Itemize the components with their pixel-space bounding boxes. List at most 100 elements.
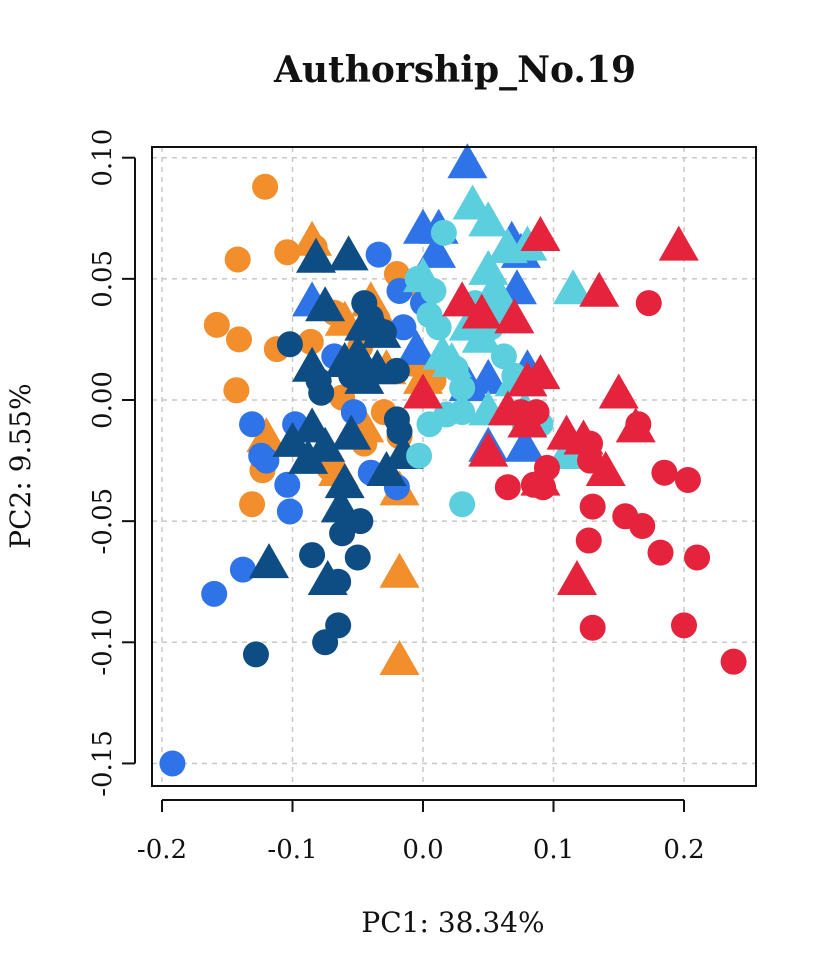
y-tick-label: 0.05 bbox=[88, 250, 118, 308]
x-tick-label: -0.2 bbox=[137, 835, 187, 865]
y-tick-label: 0.00 bbox=[88, 371, 118, 429]
data-point-circle bbox=[242, 641, 269, 668]
y-tick-label: -0.05 bbox=[88, 488, 118, 555]
data-point-triangle bbox=[337, 334, 378, 370]
data-point-circle bbox=[299, 542, 326, 569]
data-point-triangle bbox=[585, 450, 626, 486]
data-point-triangle bbox=[556, 560, 597, 596]
data-point-triangle bbox=[579, 271, 620, 307]
y-tick-label: 0.10 bbox=[88, 129, 118, 187]
data-point-circle bbox=[276, 498, 303, 525]
data-point-triangle bbox=[416, 232, 457, 268]
data-point-circle bbox=[223, 377, 250, 404]
data-point-triangle bbox=[403, 373, 443, 409]
data-point-triangle bbox=[249, 543, 290, 579]
data-point-triangle bbox=[344, 358, 385, 394]
data-point-triangle bbox=[468, 431, 509, 467]
data-point-triangle bbox=[487, 390, 528, 426]
data-point-circle bbox=[312, 629, 339, 656]
data-point-triangle bbox=[292, 346, 333, 382]
data-point-circle bbox=[365, 241, 392, 268]
data-point-circle bbox=[329, 520, 356, 547]
data-point-triangle bbox=[331, 414, 372, 450]
data-point-circle bbox=[720, 648, 747, 675]
chart-title: Authorship_No.19 bbox=[273, 49, 636, 91]
x-tick-label: 0.2 bbox=[663, 835, 704, 865]
plot-frame bbox=[151, 146, 757, 787]
data-point-circle bbox=[253, 447, 280, 474]
data-point-triangle bbox=[288, 438, 329, 474]
data-point-circle bbox=[274, 471, 301, 498]
data-point-triangle bbox=[507, 361, 548, 397]
data-point-triangle bbox=[246, 417, 287, 453]
data-point-circle bbox=[579, 493, 606, 520]
data-point-triangle bbox=[598, 373, 639, 409]
data-point-triangle bbox=[461, 293, 502, 329]
data-point-circle bbox=[159, 750, 186, 777]
data-point-circle bbox=[229, 556, 256, 583]
data-point-circle bbox=[344, 544, 371, 571]
data-point-triangle bbox=[328, 235, 369, 271]
x-tick-label: -0.1 bbox=[267, 835, 317, 865]
data-point-circle bbox=[239, 491, 266, 518]
x-tick-label: 0.0 bbox=[402, 835, 443, 865]
data-point-triangle bbox=[452, 184, 493, 220]
data-point-triangle bbox=[468, 201, 509, 237]
data-point-circle bbox=[425, 314, 452, 341]
data-point-triangle bbox=[431, 341, 472, 377]
data-point-circle bbox=[494, 474, 521, 501]
y-tick-label: -0.15 bbox=[88, 730, 118, 797]
data-point-triangle bbox=[447, 143, 488, 179]
data-point-circle bbox=[579, 614, 606, 641]
data-point-circle bbox=[297, 328, 324, 355]
data-point-circle bbox=[684, 544, 711, 571]
data-point-circle bbox=[224, 246, 251, 273]
data-point-triangle bbox=[403, 257, 443, 293]
data-point-circle bbox=[386, 277, 413, 304]
y-axis-label: PC2: 9.55% bbox=[4, 383, 37, 548]
data-point-triangle bbox=[361, 312, 402, 348]
data-point-circle bbox=[449, 491, 476, 518]
data-point-triangle bbox=[305, 286, 346, 322]
data-point-circle bbox=[276, 331, 303, 358]
data-point-circle bbox=[239, 411, 266, 438]
data-point-circle bbox=[386, 418, 413, 445]
data-point-triangle bbox=[396, 329, 437, 365]
data-point-triangle bbox=[520, 460, 561, 496]
data-point-triangle bbox=[615, 407, 656, 443]
data-point-triangle bbox=[504, 426, 545, 462]
data-point-triangle bbox=[461, 317, 502, 353]
data-point-circle bbox=[203, 311, 230, 338]
data-point-triangle bbox=[520, 215, 561, 251]
data-points-layer bbox=[159, 143, 747, 777]
data-point-triangle bbox=[442, 281, 483, 317]
data-point-triangle bbox=[307, 560, 348, 596]
data-point-triangle bbox=[563, 419, 604, 455]
data-point-triangle bbox=[305, 426, 346, 462]
data-point-triangle bbox=[658, 225, 699, 261]
data-point-triangle bbox=[379, 552, 420, 588]
data-point-circle bbox=[390, 314, 417, 341]
data-point-circle bbox=[647, 539, 674, 566]
data-point-triangle bbox=[379, 639, 420, 675]
x-tick-label: 0.1 bbox=[533, 835, 574, 865]
data-point-triangle bbox=[295, 237, 336, 273]
data-point-circle bbox=[225, 326, 252, 353]
data-point-circle bbox=[252, 173, 279, 200]
data-point-triangle bbox=[324, 463, 365, 499]
data-point-circle bbox=[651, 459, 678, 486]
data-point-circle bbox=[274, 239, 301, 266]
data-point-triangle bbox=[272, 421, 313, 457]
data-point-triangle bbox=[292, 220, 333, 256]
data-point-circle bbox=[201, 580, 228, 607]
data-point-circle bbox=[635, 290, 662, 317]
data-point-circle bbox=[674, 466, 701, 493]
data-point-circle bbox=[671, 612, 697, 639]
data-point-circle bbox=[612, 503, 639, 530]
data-point-circle bbox=[575, 527, 602, 554]
x-axis-label: PC1: 38.34% bbox=[361, 906, 544, 939]
data-point-triangle bbox=[494, 298, 535, 334]
data-point-circle bbox=[406, 442, 433, 469]
axes-layer: -0.2 -0.1 0.0 0.1 0.2 -0.15 -0.10 -0.05 0.00 0.05… bbox=[88, 129, 705, 865]
